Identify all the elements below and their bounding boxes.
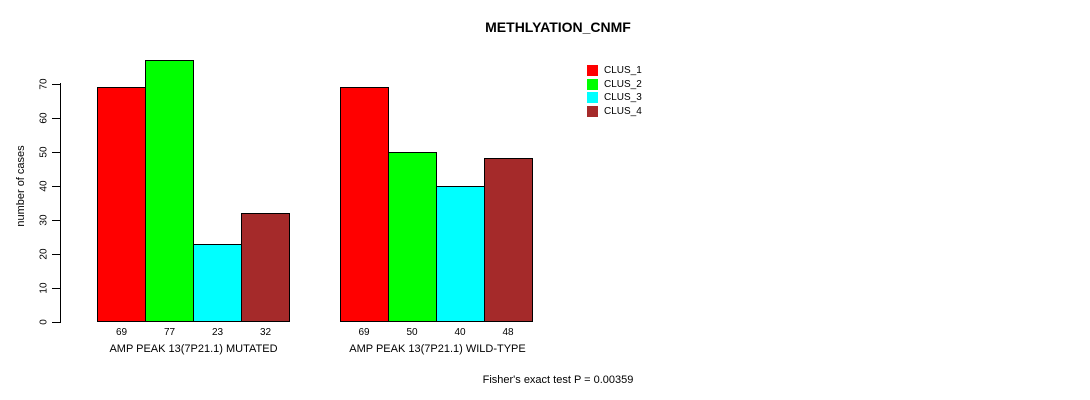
legend: CLUS_1 CLUS_2 CLUS_3 CLUS_4 <box>587 64 642 118</box>
y-axis-label: number of cases <box>15 145 27 227</box>
bar-clus_2-group2 <box>387 151 437 322</box>
legend-label: CLUS_1 <box>604 65 642 77</box>
bar-value-label: 40 <box>454 327 466 338</box>
fisher-test-note: Fisher's exact test P = 0.00359 <box>482 374 634 386</box>
bar-clus_4-group1 <box>241 212 290 322</box>
y-tick-mark <box>52 83 60 85</box>
bar-clus_2-group1 <box>145 59 194 322</box>
bar-value-label: 50 <box>406 327 418 338</box>
legend-row-clus_2: CLUS_2 <box>587 78 642 92</box>
x-group-label-mutated: AMP PEAK 13(7P21.1) MUTATED <box>109 343 278 355</box>
y-tick-mark <box>52 151 60 153</box>
y-tick-label: 30 <box>38 214 50 226</box>
chart-title: METHLYATION_CNMF <box>485 19 631 35</box>
bar-value-label: 69 <box>358 327 370 338</box>
y-tick-label: 40 <box>38 180 50 192</box>
bar-clus_3-group2 <box>435 185 485 322</box>
y-tick-label: 0 <box>38 319 50 325</box>
y-tick-mark <box>52 219 60 221</box>
legend-row-clus_1: CLUS_1 <box>587 64 642 78</box>
legend-label: CLUS_4 <box>604 106 642 118</box>
bar-value-label: 69 <box>115 327 128 338</box>
legend-row-clus_4: CLUS_4 <box>587 105 642 119</box>
y-tick-mark <box>52 253 60 255</box>
y-tick-mark <box>52 185 60 187</box>
legend-row-clus_3: CLUS_3 <box>587 91 642 105</box>
bar-clus_1-group2 <box>339 86 389 322</box>
bar-clus_3-group1 <box>193 243 242 322</box>
y-tick-label: 70 <box>38 77 50 90</box>
y-tick-label: 60 <box>38 112 50 124</box>
legend-label: CLUS_3 <box>604 92 642 104</box>
x-group-label-wildtype: AMP PEAK 13(7P21.1) WILD-TYPE <box>349 343 526 355</box>
y-axis-line <box>60 83 61 323</box>
y-tick-label: 20 <box>38 248 50 260</box>
legend-swatch-icon <box>587 65 598 77</box>
y-tick-label: 10 <box>38 282 50 294</box>
bar-value-label: 23 <box>211 327 224 338</box>
y-tick-label: 50 <box>38 146 50 158</box>
bar-clus_4-group2 <box>483 158 533 322</box>
bar-value-label: 32 <box>259 327 272 338</box>
bar-value-label: 48 <box>502 327 514 338</box>
bar-clus_1-group1 <box>97 86 146 322</box>
y-tick-mark <box>52 287 60 289</box>
legend-swatch-icon <box>587 78 598 90</box>
legend-swatch-icon <box>587 106 598 118</box>
bar-value-label: 77 <box>163 327 176 338</box>
legend-label: CLUS_2 <box>604 78 642 90</box>
legend-swatch-icon <box>587 92 598 104</box>
y-tick-mark <box>52 322 60 323</box>
y-tick-mark <box>52 117 60 119</box>
